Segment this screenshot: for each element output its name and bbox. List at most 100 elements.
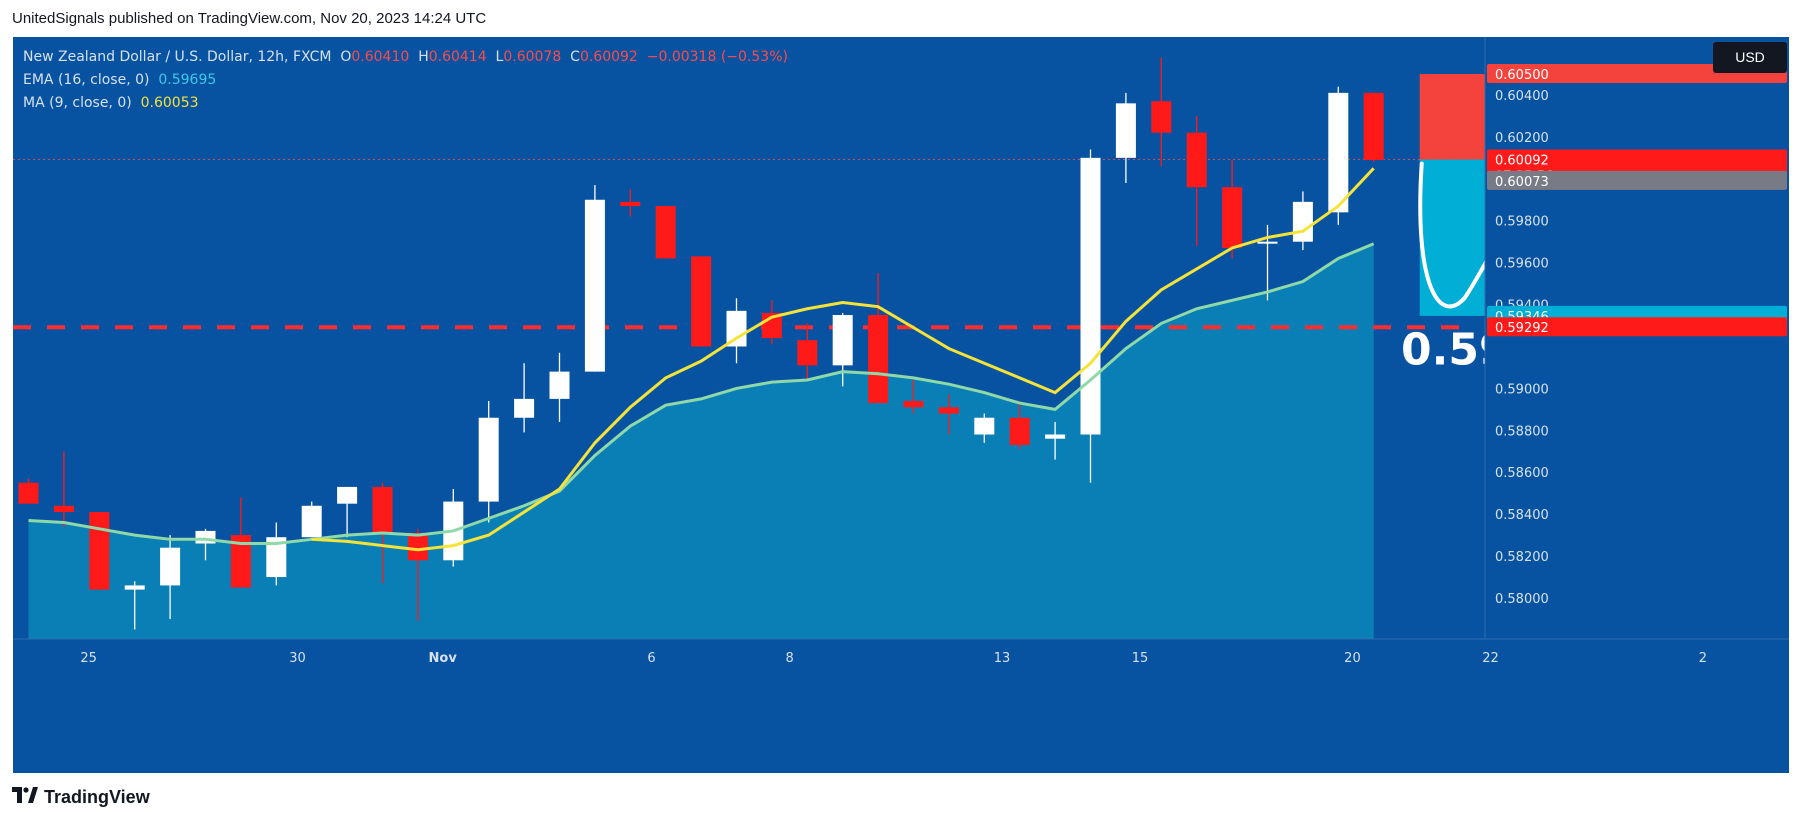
y-tick-label: 0.59800 — [1495, 215, 1549, 230]
candle[interactable] — [620, 189, 641, 217]
legend-low-label: L — [495, 49, 504, 65]
candle[interactable] — [124, 581, 145, 630]
ema-area-fill — [28, 243, 1374, 639]
legend-open-value: 0.60410 — [351, 49, 410, 65]
candle[interactable] — [266, 522, 287, 586]
candle-body — [549, 371, 570, 399]
ema-line[interactable] — [28, 242, 1375, 546]
price-badge-bg — [1487, 317, 1787, 337]
x-tick-label: 13 — [994, 651, 1011, 666]
legend-change: −0.00318 (−0.53%) — [646, 49, 788, 65]
candle[interactable] — [549, 352, 570, 422]
candle[interactable] — [726, 298, 747, 364]
candle-body — [301, 505, 322, 538]
legend-ema-value: 0.59695 — [158, 72, 217, 88]
candle[interactable] — [938, 394, 959, 435]
candle-body — [655, 206, 676, 259]
x-tick-label: 2 — [1699, 651, 1707, 666]
price-badge[interactable]: 0.59292 — [1487, 317, 1787, 337]
ma-line[interactable] — [311, 167, 1375, 552]
tradingview-brand[interactable]: TradingView — [12, 786, 150, 808]
candle-body — [1222, 187, 1243, 248]
legend-close-label: C — [570, 49, 580, 65]
legend-ma-value: 0.60053 — [140, 95, 199, 111]
x-tick-label: 20 — [1344, 651, 1361, 666]
candle-body — [1292, 201, 1313, 242]
legend-ma-row[interactable]: MA (9, close, 0) 0.60053 — [23, 92, 788, 115]
legend-close-value: 0.60092 — [579, 49, 638, 65]
candle[interactable] — [1186, 115, 1207, 246]
candle[interactable] — [407, 528, 428, 622]
candle[interactable] — [160, 535, 181, 619]
candle[interactable] — [903, 380, 924, 414]
price-badge-label: 0.59292 — [1495, 321, 1549, 336]
legend-high-value: 0.60414 — [428, 49, 487, 65]
candle-body — [160, 547, 181, 586]
price-badge-bg — [1487, 170, 1787, 190]
legend-low-value: 0.60078 — [503, 49, 562, 65]
candle[interactable] — [1009, 400, 1030, 450]
candle[interactable] — [89, 512, 110, 590]
candle-body — [407, 533, 428, 561]
candle[interactable] — [974, 413, 995, 443]
candle-body — [514, 398, 535, 418]
candle[interactable] — [478, 400, 499, 523]
y-tick-label: 0.60200 — [1495, 131, 1549, 146]
y-tick-label: 0.60400 — [1495, 89, 1549, 104]
candle[interactable] — [301, 501, 322, 538]
candle-body — [372, 486, 393, 534]
candle[interactable] — [1222, 159, 1243, 259]
candle-body — [1328, 92, 1349, 213]
candle-body — [1115, 103, 1136, 158]
y-tick-label: 0.58400 — [1495, 508, 1549, 523]
publisher-line: UnitedSignals published on TradingView.c… — [12, 10, 487, 27]
legend-symbol[interactable]: New Zealand Dollar / U.S. Dollar, 12h, F… — [23, 49, 332, 65]
price-axis[interactable] — [1485, 37, 1789, 639]
time-axis[interactable] — [13, 639, 1789, 773]
candle[interactable] — [1115, 92, 1136, 183]
candle[interactable] — [832, 312, 853, 387]
candle[interactable] — [691, 256, 712, 347]
currency-button[interactable]: USD — [1713, 42, 1787, 73]
candle[interactable] — [18, 478, 39, 504]
y-tick-label: 0.58800 — [1495, 424, 1549, 439]
candle[interactable] — [1080, 149, 1101, 483]
price-chart[interactable]: 0.59290.605000.604000.602000.598000.5960… — [13, 37, 1789, 773]
candle[interactable] — [53, 451, 74, 527]
legend-symbol-row: New Zealand Dollar / U.S. Dollar, 12h, F… — [23, 46, 788, 69]
candle-body — [89, 512, 110, 590]
candle[interactable] — [797, 323, 818, 381]
candle-body — [797, 340, 818, 366]
legend-ema-row[interactable]: EMA (16, close, 0) 0.59695 — [23, 69, 788, 92]
legend-high-label: H — [418, 49, 429, 65]
candle[interactable] — [514, 363, 535, 433]
candle-body — [124, 585, 145, 590]
x-tick-label: Nov — [429, 651, 458, 666]
y-tick-label: 0.59000 — [1495, 382, 1549, 397]
x-tick-label: 22 — [1482, 651, 1499, 666]
candle[interactable] — [584, 185, 605, 372]
candle[interactable] — [655, 206, 676, 259]
candle[interactable] — [1328, 86, 1349, 225]
candle[interactable] — [1151, 57, 1172, 167]
candle[interactable] — [337, 486, 358, 538]
candle[interactable] — [1363, 92, 1384, 163]
candle-body — [691, 256, 712, 347]
price-badge-label: 0.60092 — [1495, 154, 1549, 169]
candle-body — [974, 417, 995, 435]
price-badge[interactable]: 0.60500 — [1487, 64, 1787, 83]
candle-body — [1045, 434, 1066, 439]
candle-body — [478, 417, 499, 502]
candle-body — [620, 201, 641, 207]
candle-body — [337, 486, 358, 504]
y-tick-label: 0.59600 — [1495, 257, 1549, 272]
chart-legend: New Zealand Dollar / U.S. Dollar, 12h, F… — [23, 46, 788, 115]
price-badge-bg — [1487, 64, 1787, 83]
price-badge-label: 0.60073 — [1495, 175, 1549, 190]
x-tick-label: 30 — [289, 651, 306, 666]
chart-panel[interactable]: 0.59290.605000.604000.602000.598000.5960… — [13, 37, 1789, 773]
candle[interactable] — [1045, 421, 1066, 460]
price-badge[interactable]: 0.60073 — [1487, 170, 1787, 190]
candle[interactable] — [868, 273, 889, 404]
candle-body — [903, 400, 924, 408]
